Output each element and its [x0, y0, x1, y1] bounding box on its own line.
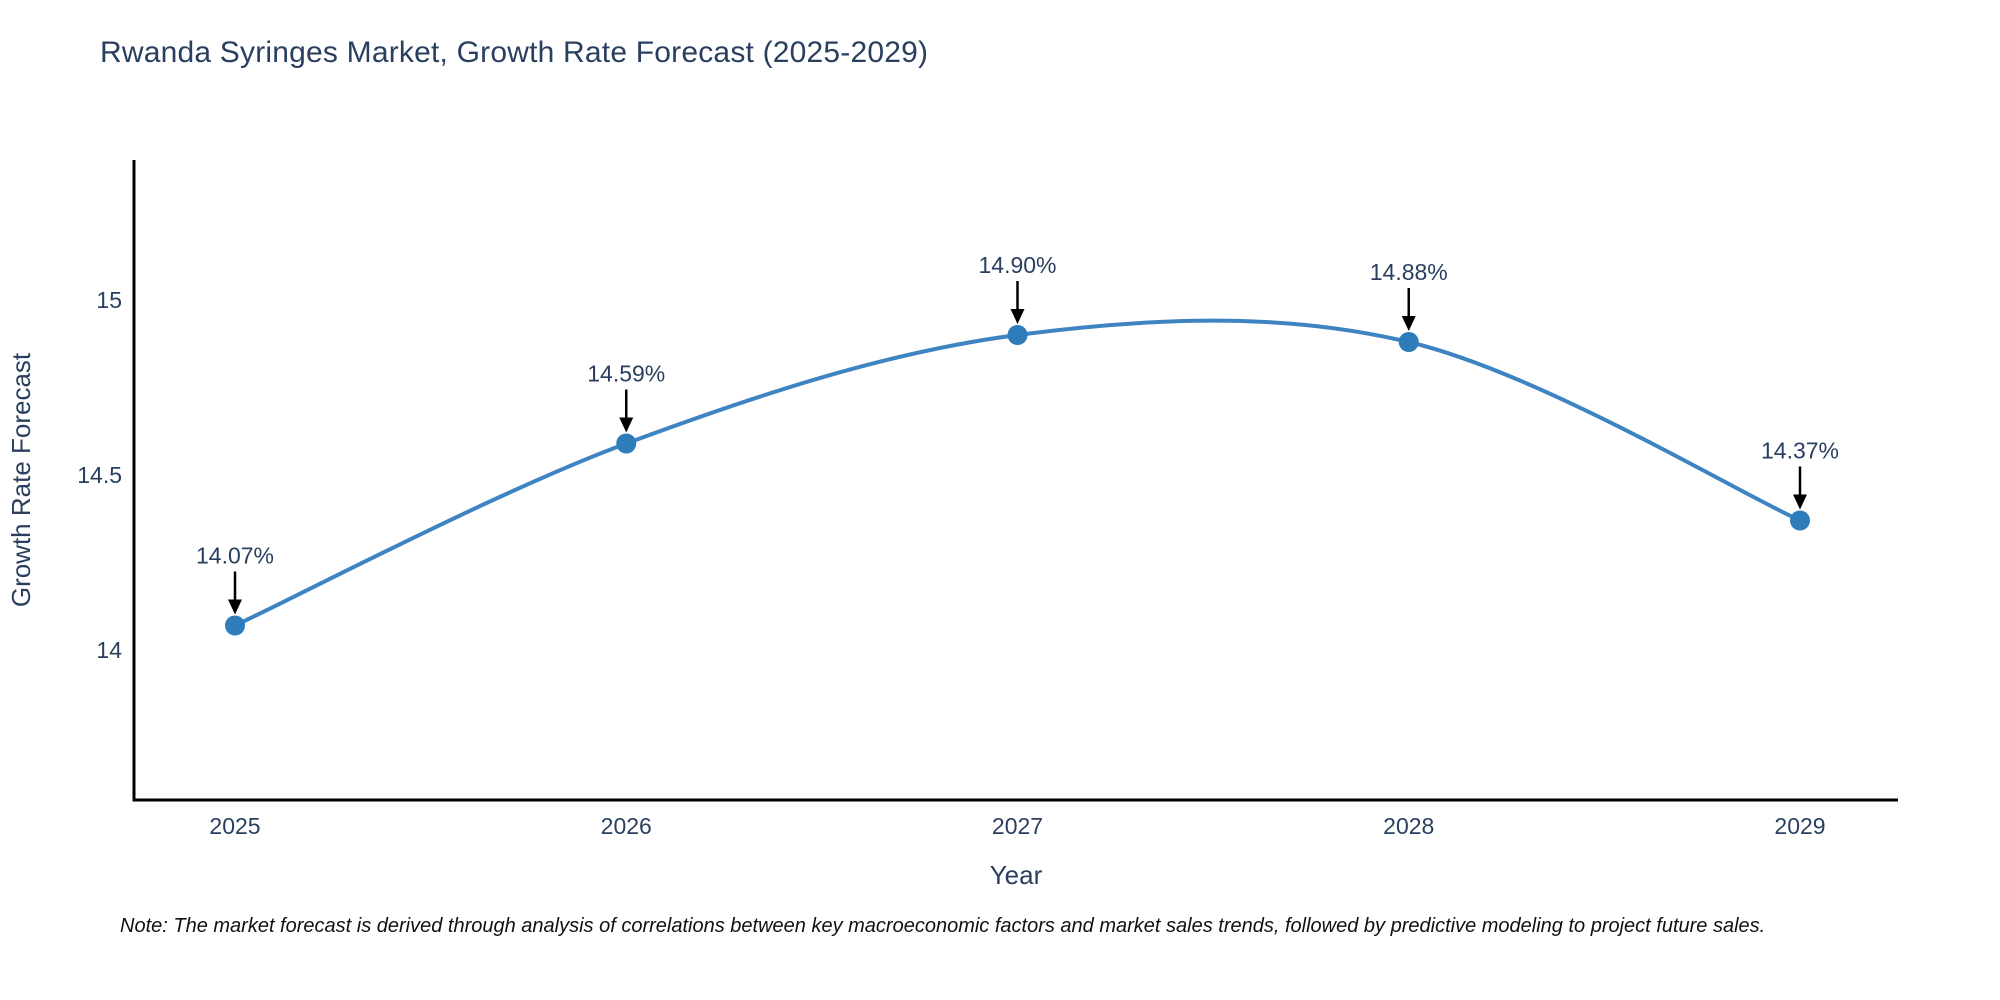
annotation-arrowhead-icon: [619, 417, 634, 433]
point-value-label: 14.88%: [1370, 259, 1448, 285]
x-tick-label: 2026: [601, 813, 652, 839]
data-point-marker[interactable]: [1790, 510, 1810, 531]
x-tick-label: 2028: [1383, 813, 1434, 839]
chart-title: Rwanda Syringes Market, Growth Rate Fore…: [100, 36, 929, 69]
annotation-arrowhead-icon: [1401, 316, 1416, 331]
x-tick-label: 2025: [209, 813, 260, 839]
annotation-arrowhead-icon: [228, 599, 242, 615]
x-axis-title: Year: [990, 860, 1043, 890]
annotation-arrowhead-icon: [1793, 494, 1807, 510]
x-tick-label: 2029: [1774, 813, 1825, 839]
data-point-marker[interactable]: [1398, 332, 1419, 352]
y-tick-label: 15: [96, 287, 122, 313]
data-point-marker[interactable]: [616, 433, 637, 454]
point-value-label: 14.59%: [587, 361, 665, 387]
point-value-label: 14.90%: [978, 252, 1056, 278]
y-tick-label: 14.5: [77, 462, 122, 488]
chart-footnote: Note: The market forecast is derived thr…: [120, 915, 1766, 937]
y-axis-title: Growth Rate Forecast: [6, 352, 36, 607]
annotation-arrowhead-icon: [1010, 309, 1025, 324]
data-point-marker[interactable]: [1007, 325, 1028, 345]
y-tick-label: 14: [96, 637, 122, 663]
point-value-label: 14.37%: [1761, 438, 1839, 464]
data-point-marker[interactable]: [225, 615, 245, 636]
x-tick-label: 2027: [992, 813, 1043, 839]
forecast-line-series: [233, 318, 1802, 628]
point-value-label: 14.07%: [196, 543, 274, 569]
